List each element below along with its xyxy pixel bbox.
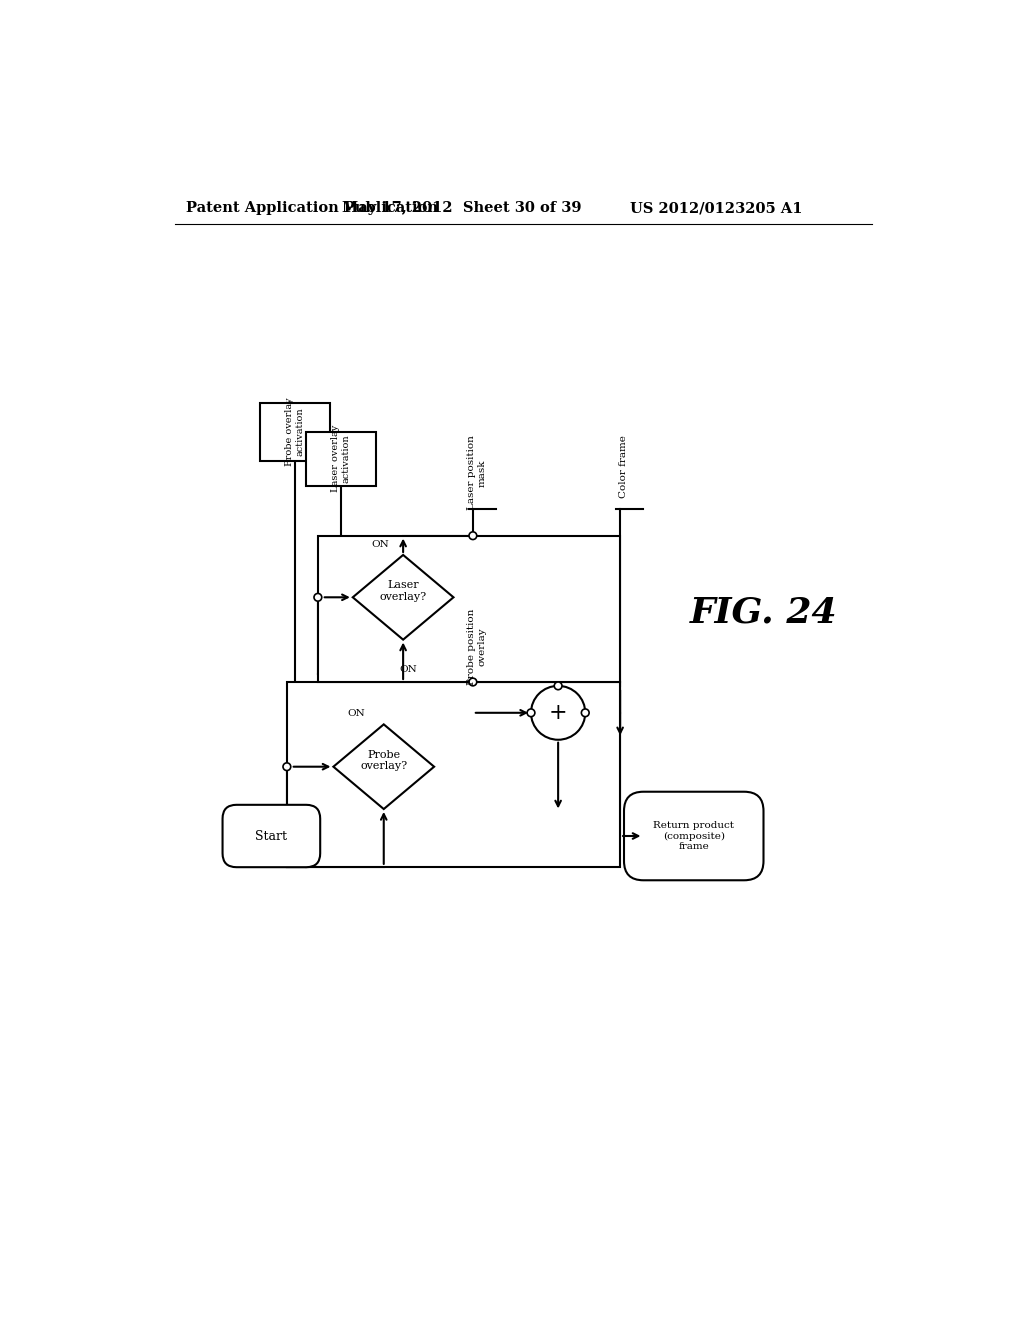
FancyBboxPatch shape xyxy=(287,682,621,867)
Text: May 17, 2012  Sheet 30 of 39: May 17, 2012 Sheet 30 of 39 xyxy=(341,202,581,215)
Text: Probe
overlay?: Probe overlay? xyxy=(360,750,408,771)
Circle shape xyxy=(469,532,477,540)
Polygon shape xyxy=(334,725,434,809)
Circle shape xyxy=(469,678,477,686)
Text: US 2012/0123205 A1: US 2012/0123205 A1 xyxy=(630,202,802,215)
FancyBboxPatch shape xyxy=(624,792,764,880)
FancyBboxPatch shape xyxy=(222,805,321,867)
Text: Laser position
mask: Laser position mask xyxy=(467,436,486,511)
FancyBboxPatch shape xyxy=(260,403,330,461)
Circle shape xyxy=(531,686,586,739)
Text: Return product
(composite)
frame: Return product (composite) frame xyxy=(653,821,734,851)
Text: Probe overlay
activation: Probe overlay activation xyxy=(285,397,304,466)
Text: FIG. 24: FIG. 24 xyxy=(690,595,838,630)
Text: Laser
overlay?: Laser overlay? xyxy=(380,581,427,602)
Circle shape xyxy=(527,709,535,717)
Text: ON: ON xyxy=(371,540,389,549)
FancyBboxPatch shape xyxy=(306,432,376,486)
Text: Start: Start xyxy=(255,829,288,842)
Circle shape xyxy=(283,763,291,771)
Text: Probe position
overlay: Probe position overlay xyxy=(467,609,486,685)
Text: ON: ON xyxy=(348,709,366,718)
Text: Patent Application Publication: Patent Application Publication xyxy=(186,202,438,215)
FancyBboxPatch shape xyxy=(317,536,621,682)
Text: Laser overlay
activation: Laser overlay activation xyxy=(332,425,351,492)
Circle shape xyxy=(582,709,589,717)
Polygon shape xyxy=(352,554,454,640)
Text: ON: ON xyxy=(399,665,417,675)
Circle shape xyxy=(314,594,322,601)
Text: Color frame: Color frame xyxy=(620,436,629,499)
Text: +: + xyxy=(549,702,567,723)
Circle shape xyxy=(554,682,562,690)
